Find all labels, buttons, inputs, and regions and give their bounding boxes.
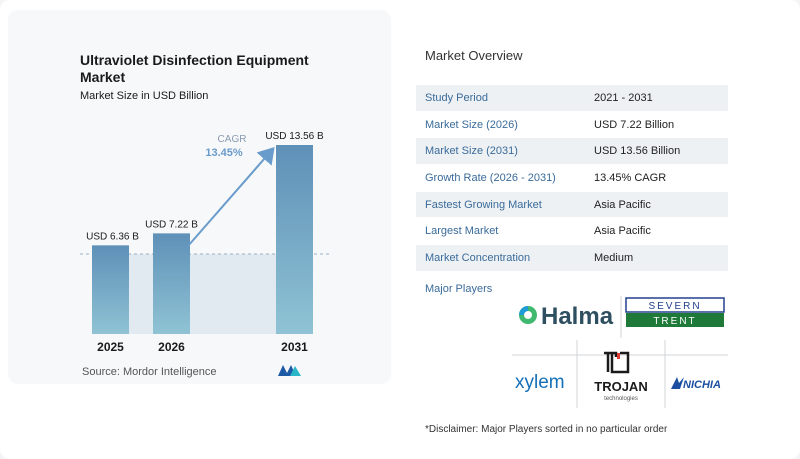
x-tick-2031: 2031 [281, 340, 308, 354]
x-tick-2026: 2026 [158, 340, 185, 354]
overview-row-concentration: Market Concentration Medium [416, 244, 728, 271]
nichia-logo: NICHIA [671, 377, 721, 391]
trent-text: TRENT [653, 316, 696, 327]
baseline-band [128, 254, 276, 334]
overview-label: Largest Market [425, 225, 499, 238]
overview-value: 2021 - 2031 [594, 91, 653, 104]
bar-2025 [92, 245, 129, 334]
bar-2026 [153, 233, 190, 334]
overview-value: USD 7.22 Billion [594, 118, 675, 131]
market-overview-title: Market Overview [425, 48, 523, 63]
mordor-intelligence-logo [278, 365, 301, 376]
severn-text: SEVERN [648, 301, 701, 312]
halma-logo: Halma [519, 303, 614, 330]
overview-label: Growth Rate (2026 - 2031) [425, 171, 556, 184]
severn-trent-logo: SEVERN TRENT [625, 297, 725, 327]
overview-label: Fastest Growing Market [425, 198, 542, 211]
overview-row-largest-market: Largest Market Asia Pacific [416, 217, 728, 245]
x-tick-2025: 2025 [97, 340, 124, 354]
overview-row-market-size-2026: Market Size (2026) USD 7.22 Billion [416, 110, 728, 138]
xylem-logo: xylem [515, 372, 565, 393]
trojan-logo: TROJAN technologies [594, 351, 648, 402]
overview-row-market-size-2031: Market Size (2031) USD 13.56 Billion [416, 137, 728, 165]
overview-label: Market Size (2026) [425, 118, 518, 131]
overview-label: Market Size (2031) [425, 145, 518, 158]
halma-text: Halma [541, 303, 614, 330]
source-note: Source: Mordor Intelligence [82, 366, 217, 378]
value-label-2025: USD 6.36 B [86, 231, 139, 242]
disclaimer-note: *Disclaimer: Major Players sorted in no … [425, 424, 668, 435]
cagr-label: CAGR [218, 134, 247, 145]
cagr-arrow [187, 146, 275, 247]
trojan-subtext: technologies [604, 396, 638, 402]
overview-label: Market Concentration [425, 251, 531, 264]
overview-value: Asia Pacific [594, 225, 651, 238]
major-players-title: Major Players [425, 283, 493, 295]
overview-row-fastest-growing: Fastest Growing Market Asia Pacific [416, 190, 728, 218]
bar-chart: USD 6.36 B 2025 USD 7.22 B 2026 USD 13.56 B 2… [80, 131, 330, 354]
cagr-value: 13.45% [205, 147, 243, 159]
overview-row-study-period: Study Period 2021 - 2031 [416, 84, 728, 111]
trojan-text: TROJAN [594, 379, 647, 394]
value-label-2026: USD 7.22 B [145, 219, 198, 230]
chart-title: Ultraviolet Disinfection Equipment Marke… [80, 52, 309, 85]
value-label-2031: USD 13.56 B [265, 131, 324, 142]
bar-2031 [276, 145, 313, 334]
overview-value: 13.45% CAGR [594, 171, 667, 184]
market-overview-table: Study Period 2021 - 2031 Market Size (20… [416, 84, 728, 271]
overview-label: Study Period [425, 91, 488, 104]
overview-value: USD 13.56 Billion [594, 145, 681, 158]
overview-row-growth-rate: Growth Rate (2026 - 2031) 13.45% CAGR [416, 164, 728, 191]
overview-value: Medium [594, 251, 634, 264]
nichia-text: NICHIA [683, 379, 721, 391]
chart-subtitle: Market Size in USD Billion [80, 90, 209, 102]
overview-value: Asia Pacific [594, 198, 651, 211]
